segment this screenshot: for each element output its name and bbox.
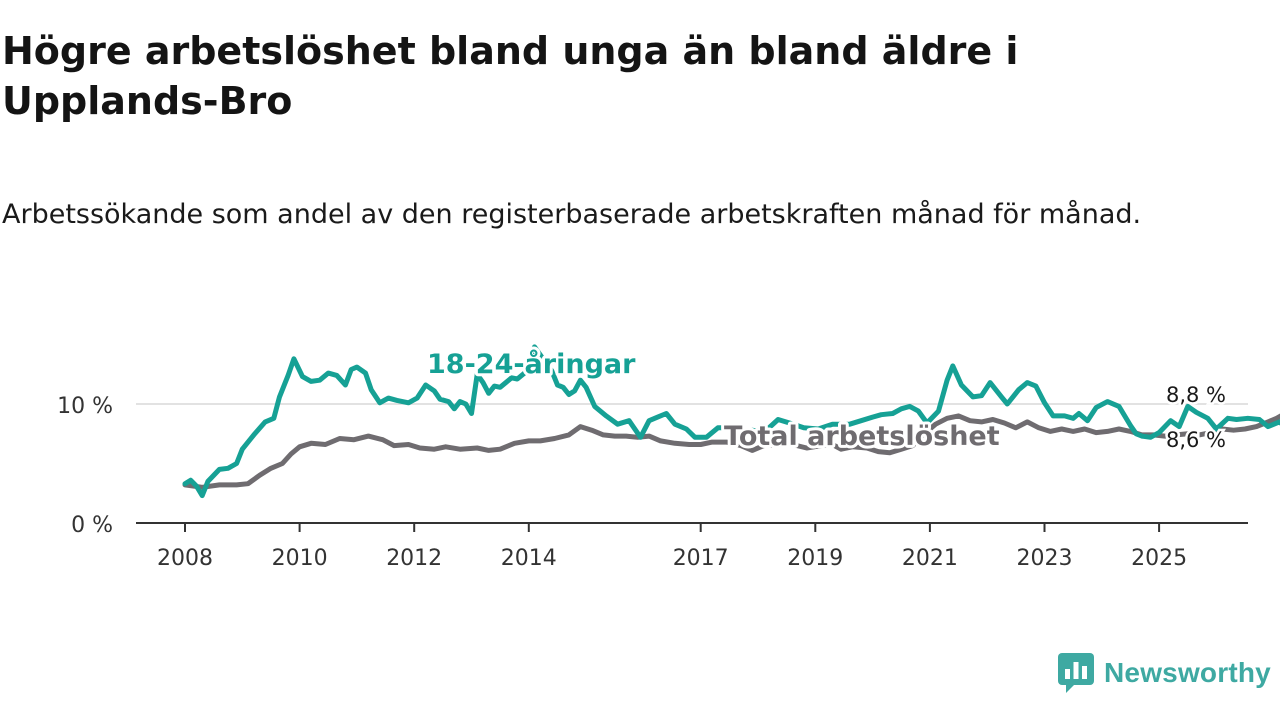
x-tick-label: 2014: [501, 546, 557, 571]
x-tick-label: 2021: [902, 546, 958, 571]
series-labels: 18-24-åringar Total arbetslöshet 8,8 % 8,6 …: [424, 345, 1229, 455]
chart-title: Högre arbetslöshet bland unga än bland ä…: [2, 29, 1019, 123]
chart-subtitle: Arbetssökande som andel av den registerb…: [2, 199, 1142, 230]
x-tick-label: 2010: [272, 546, 328, 571]
x-tick-label: 2012: [386, 546, 442, 571]
end-value-label-total: 8,6 %: [1166, 428, 1226, 452]
series-label-total: Total arbetslöshet: [724, 421, 1000, 452]
x-tick-label: 2017: [673, 546, 729, 571]
brand-logo: Newsworthy: [1058, 652, 1271, 694]
x-tick-label: 2008: [157, 546, 213, 571]
y-tick-label: 10 %: [57, 394, 113, 419]
axes: 0 % 10 % 2008 2010 2012 2014 2017 2019 2021 2023 2…: [57, 394, 1248, 571]
series-label-youth: 18-24-åringar: [427, 348, 636, 380]
series-lines: [182, 344, 1280, 499]
end-value-label-youth: 8,8 %: [1166, 383, 1226, 407]
brand-name: Newsworthy: [1104, 657, 1271, 688]
y-tick-label: 0 %: [71, 513, 113, 538]
x-tick-label: 2019: [787, 546, 843, 571]
x-tick-label: 2025: [1131, 546, 1187, 571]
x-tick-label: 2023: [1017, 546, 1073, 571]
newsworthy-logo-icon: [1058, 653, 1094, 693]
series-line: [182, 344, 1280, 499]
